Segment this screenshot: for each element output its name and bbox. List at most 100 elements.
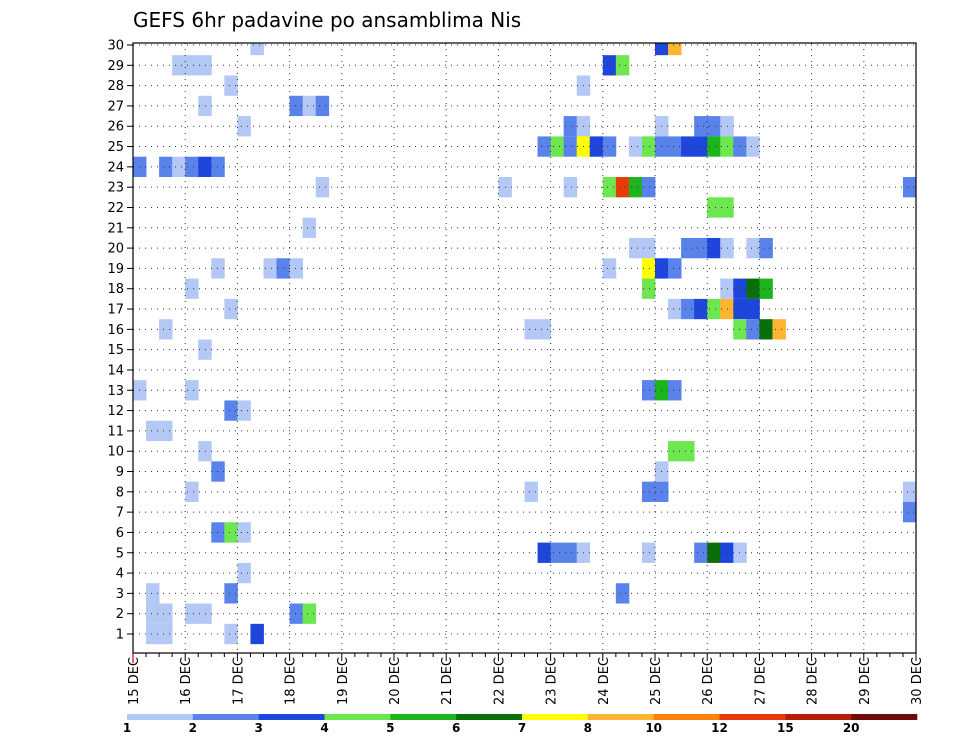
y-tick-label: 22 bbox=[107, 201, 124, 216]
heatmap-cell bbox=[185, 603, 199, 624]
y-tick-label: 23 bbox=[107, 181, 124, 196]
heatmap-cell bbox=[720, 298, 734, 320]
colorbar-label: 2 bbox=[189, 721, 197, 735]
colorbar-label: 12 bbox=[711, 721, 728, 735]
heatmap-cell bbox=[720, 278, 734, 299]
heatmap-cell bbox=[707, 116, 721, 137]
colorbar-label: 20 bbox=[843, 721, 860, 735]
heatmap-cell bbox=[902, 501, 917, 523]
heatmap-cell bbox=[563, 116, 578, 137]
x-tick-label: 30 DEC bbox=[910, 657, 925, 705]
colorbar-segment bbox=[785, 714, 852, 720]
colorbar-segment bbox=[719, 714, 786, 720]
x-tick-label: 16 DEC bbox=[179, 657, 194, 705]
heatmap-cell bbox=[159, 623, 173, 645]
heatmap-cell bbox=[315, 95, 330, 117]
colorbar-segment bbox=[587, 714, 654, 720]
heatmap-cell bbox=[302, 603, 317, 624]
y-tick-label: 5 bbox=[116, 546, 124, 561]
heatmap-cell bbox=[550, 136, 565, 157]
colorbar-segment bbox=[324, 714, 391, 720]
heatmap-cell bbox=[159, 319, 173, 340]
heatmap-cell bbox=[720, 237, 734, 259]
heatmap-cell bbox=[746, 298, 760, 320]
colorbar-label: 5 bbox=[386, 721, 394, 735]
heatmap-cell bbox=[602, 258, 617, 279]
x-tick-label: 17 DEC bbox=[231, 657, 246, 705]
heatmap-cell bbox=[315, 177, 330, 198]
heatmap-cell bbox=[563, 177, 578, 198]
heatmap-cell bbox=[185, 55, 199, 76]
y-tick-label: 16 bbox=[107, 323, 124, 338]
x-tick-label: 20 DEC bbox=[388, 657, 403, 705]
heatmap-cell bbox=[746, 237, 760, 259]
heatmap-cell bbox=[159, 156, 173, 178]
heatmap-cell bbox=[641, 542, 656, 563]
heatmap-cell bbox=[185, 156, 199, 178]
heatmap-cell bbox=[681, 298, 695, 320]
x-tick-label: 18 DEC bbox=[284, 657, 299, 705]
heatmap-cell bbox=[720, 197, 734, 218]
y-tick-label: 21 bbox=[107, 221, 124, 236]
heatmap-cell bbox=[746, 136, 760, 157]
heatmap-cell bbox=[524, 481, 538, 502]
heatmap-cell bbox=[615, 583, 630, 604]
heatmap-cell bbox=[746, 319, 760, 340]
heatmap-cell bbox=[146, 623, 160, 645]
heatmap-cell bbox=[289, 258, 304, 279]
colorbar-segment bbox=[192, 714, 259, 720]
heatmap-cell bbox=[720, 136, 734, 157]
heatmap-cell bbox=[237, 562, 251, 584]
heatmap-cell bbox=[615, 55, 630, 76]
heatmap-cell bbox=[302, 95, 317, 117]
heatmap-cell bbox=[185, 278, 199, 299]
colorbar-segment bbox=[127, 714, 194, 720]
y-tick-label: 18 bbox=[107, 282, 124, 297]
heatmap-cell bbox=[146, 420, 160, 442]
heatmap-cell bbox=[198, 55, 212, 76]
colorbar-segment bbox=[258, 714, 325, 720]
heatmap-cell bbox=[602, 55, 617, 76]
colorbar-segment bbox=[653, 714, 720, 720]
heatmap-cell bbox=[694, 298, 708, 320]
heatmap-cell bbox=[746, 278, 760, 299]
x-tick-label: 21 DEC bbox=[440, 657, 455, 705]
heatmap-cell bbox=[172, 55, 186, 76]
y-tick-label: 10 bbox=[107, 445, 124, 460]
heatmap-cell bbox=[185, 481, 199, 502]
x-axis: 15 DEC 16 DEC 17 DEC 18 DEC 19 DEC 20 DEC 21 D… bbox=[127, 653, 925, 705]
heatmap-cell bbox=[641, 278, 656, 299]
heatmap-cell bbox=[615, 177, 630, 198]
heatmap-cell bbox=[641, 136, 656, 157]
y-tick-label: 27 bbox=[107, 99, 124, 114]
y-tick-label: 14 bbox=[107, 363, 124, 378]
y-tick-label: 26 bbox=[107, 120, 124, 135]
heatmap-cell bbox=[668, 380, 682, 401]
heatmap-cell bbox=[707, 197, 721, 218]
heatmap-cell bbox=[628, 237, 643, 259]
chart-title: GEFS 6hr padavine po ansamblima Nis bbox=[133, 8, 521, 32]
heatmap-cell bbox=[224, 400, 238, 421]
heatmap-cell bbox=[224, 298, 238, 320]
y-tick-label: 3 bbox=[116, 587, 124, 602]
y-tick-label: 28 bbox=[107, 79, 124, 94]
y-tick-label: 11 bbox=[107, 424, 124, 439]
x-tick-label: 29 DEC bbox=[858, 657, 873, 705]
colorbar-segment bbox=[456, 714, 523, 720]
heatmap-cell bbox=[681, 237, 695, 259]
heatmap-cell bbox=[237, 400, 251, 421]
heatmap-cell bbox=[707, 298, 721, 320]
heatmap-cell bbox=[198, 339, 212, 360]
heatmap-cell bbox=[902, 481, 917, 502]
heatmap-cell bbox=[224, 623, 238, 645]
heatmap-cell bbox=[733, 278, 747, 299]
heatmap-cell bbox=[250, 43, 264, 56]
heatmap-cell bbox=[668, 258, 682, 279]
heatmap-cell bbox=[198, 95, 212, 117]
heatmap-cell bbox=[668, 441, 682, 462]
heatmap-cell bbox=[198, 441, 212, 462]
heatmap-cell bbox=[641, 177, 656, 198]
heatmap-cell bbox=[537, 136, 551, 157]
heatmap-cell bbox=[694, 542, 708, 563]
